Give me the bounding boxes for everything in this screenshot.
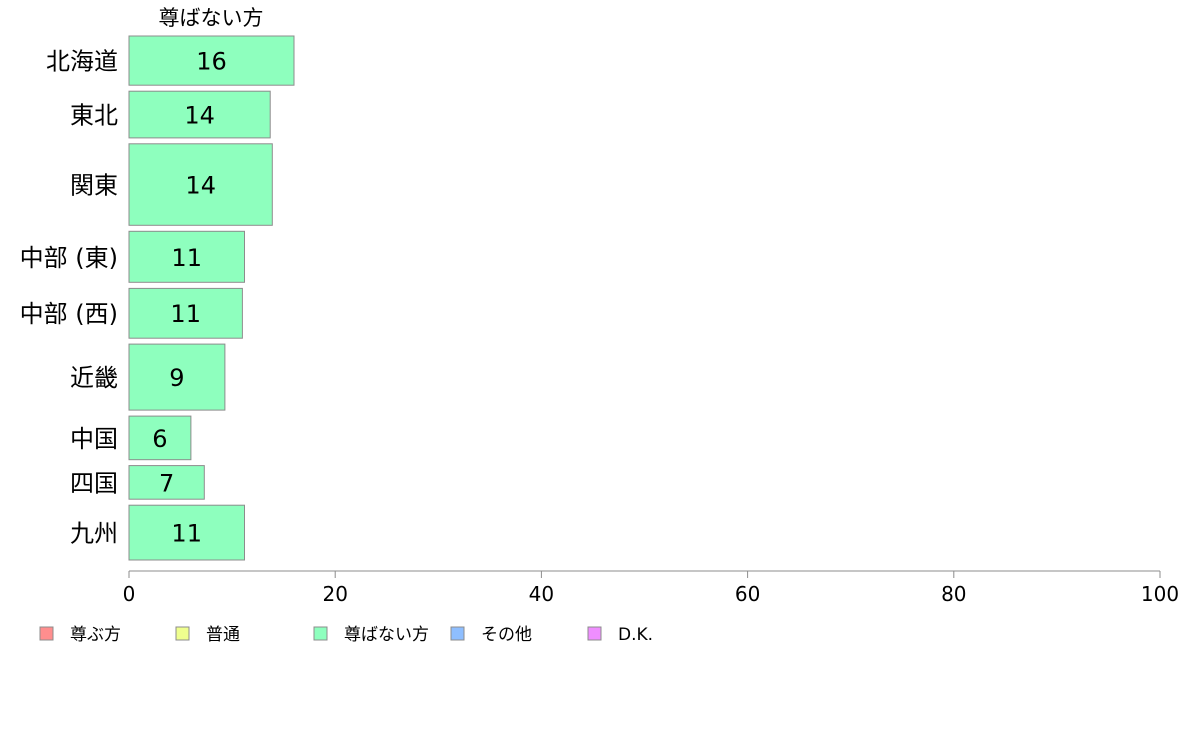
- legend-label: 尊ばない方: [344, 625, 429, 645]
- x-tick-label: 40: [529, 582, 554, 606]
- bar: [128, 504, 245, 561]
- x-tick-label: 80: [941, 582, 966, 606]
- legend-swatch: [450, 626, 465, 641]
- category-label: 四国: [70, 469, 118, 497]
- legend-swatch: [39, 626, 54, 641]
- bar-value-labels: 16 14 14 11 11 9 6 7 11: [152, 48, 227, 548]
- x-tick-label: 0: [123, 582, 136, 606]
- category-label: 近畿: [70, 364, 118, 392]
- x-tick-label: 20: [322, 582, 347, 606]
- bar: [128, 35, 295, 86]
- bar-value-label: 7: [159, 469, 174, 497]
- legend-swatch: [313, 626, 328, 641]
- category-label: 九州: [70, 520, 118, 548]
- legend-label: 普通: [206, 625, 240, 645]
- bar-value-label: 11: [171, 244, 202, 272]
- category-label: 東北: [70, 101, 118, 129]
- category-label: 中国: [70, 425, 118, 453]
- legend-swatch: [587, 626, 602, 641]
- bar: [128, 465, 205, 500]
- legend: 尊ぶ方 普通 尊ばない方 その他 D.K.: [39, 625, 653, 645]
- x-axis: 0 20 40 60 80 100: [123, 570, 1179, 606]
- bar: [128, 343, 226, 411]
- legend-swatch: [175, 626, 190, 641]
- bar: [128, 287, 243, 339]
- series-heading: 尊ばない方: [159, 6, 264, 30]
- category-label: 中部 (東): [20, 244, 118, 272]
- category-label: 北海道: [46, 48, 118, 76]
- legend-label: D.K.: [618, 625, 653, 645]
- bar: [128, 90, 271, 139]
- x-tick-label: 100: [1141, 582, 1179, 606]
- category-label: 中部 (西): [20, 300, 118, 328]
- bar-value-label: 14: [184, 101, 215, 129]
- bar-value-label: 11: [171, 520, 202, 548]
- bar-value-label: 16: [196, 48, 227, 76]
- bar: [128, 415, 192, 461]
- bar-value-label: 11: [170, 300, 201, 328]
- legend-label: その他: [481, 625, 532, 645]
- bar-value-label: 9: [169, 364, 184, 392]
- bar-value-label: 6: [152, 425, 167, 453]
- bar: [128, 230, 245, 283]
- bars: [128, 35, 295, 561]
- bar-value-label: 14: [185, 172, 216, 200]
- x-tick-label: 60: [735, 582, 760, 606]
- bar: [128, 143, 273, 226]
- legend-label: 尊ぶ方: [70, 625, 121, 645]
- category-label: 関東: [70, 172, 118, 200]
